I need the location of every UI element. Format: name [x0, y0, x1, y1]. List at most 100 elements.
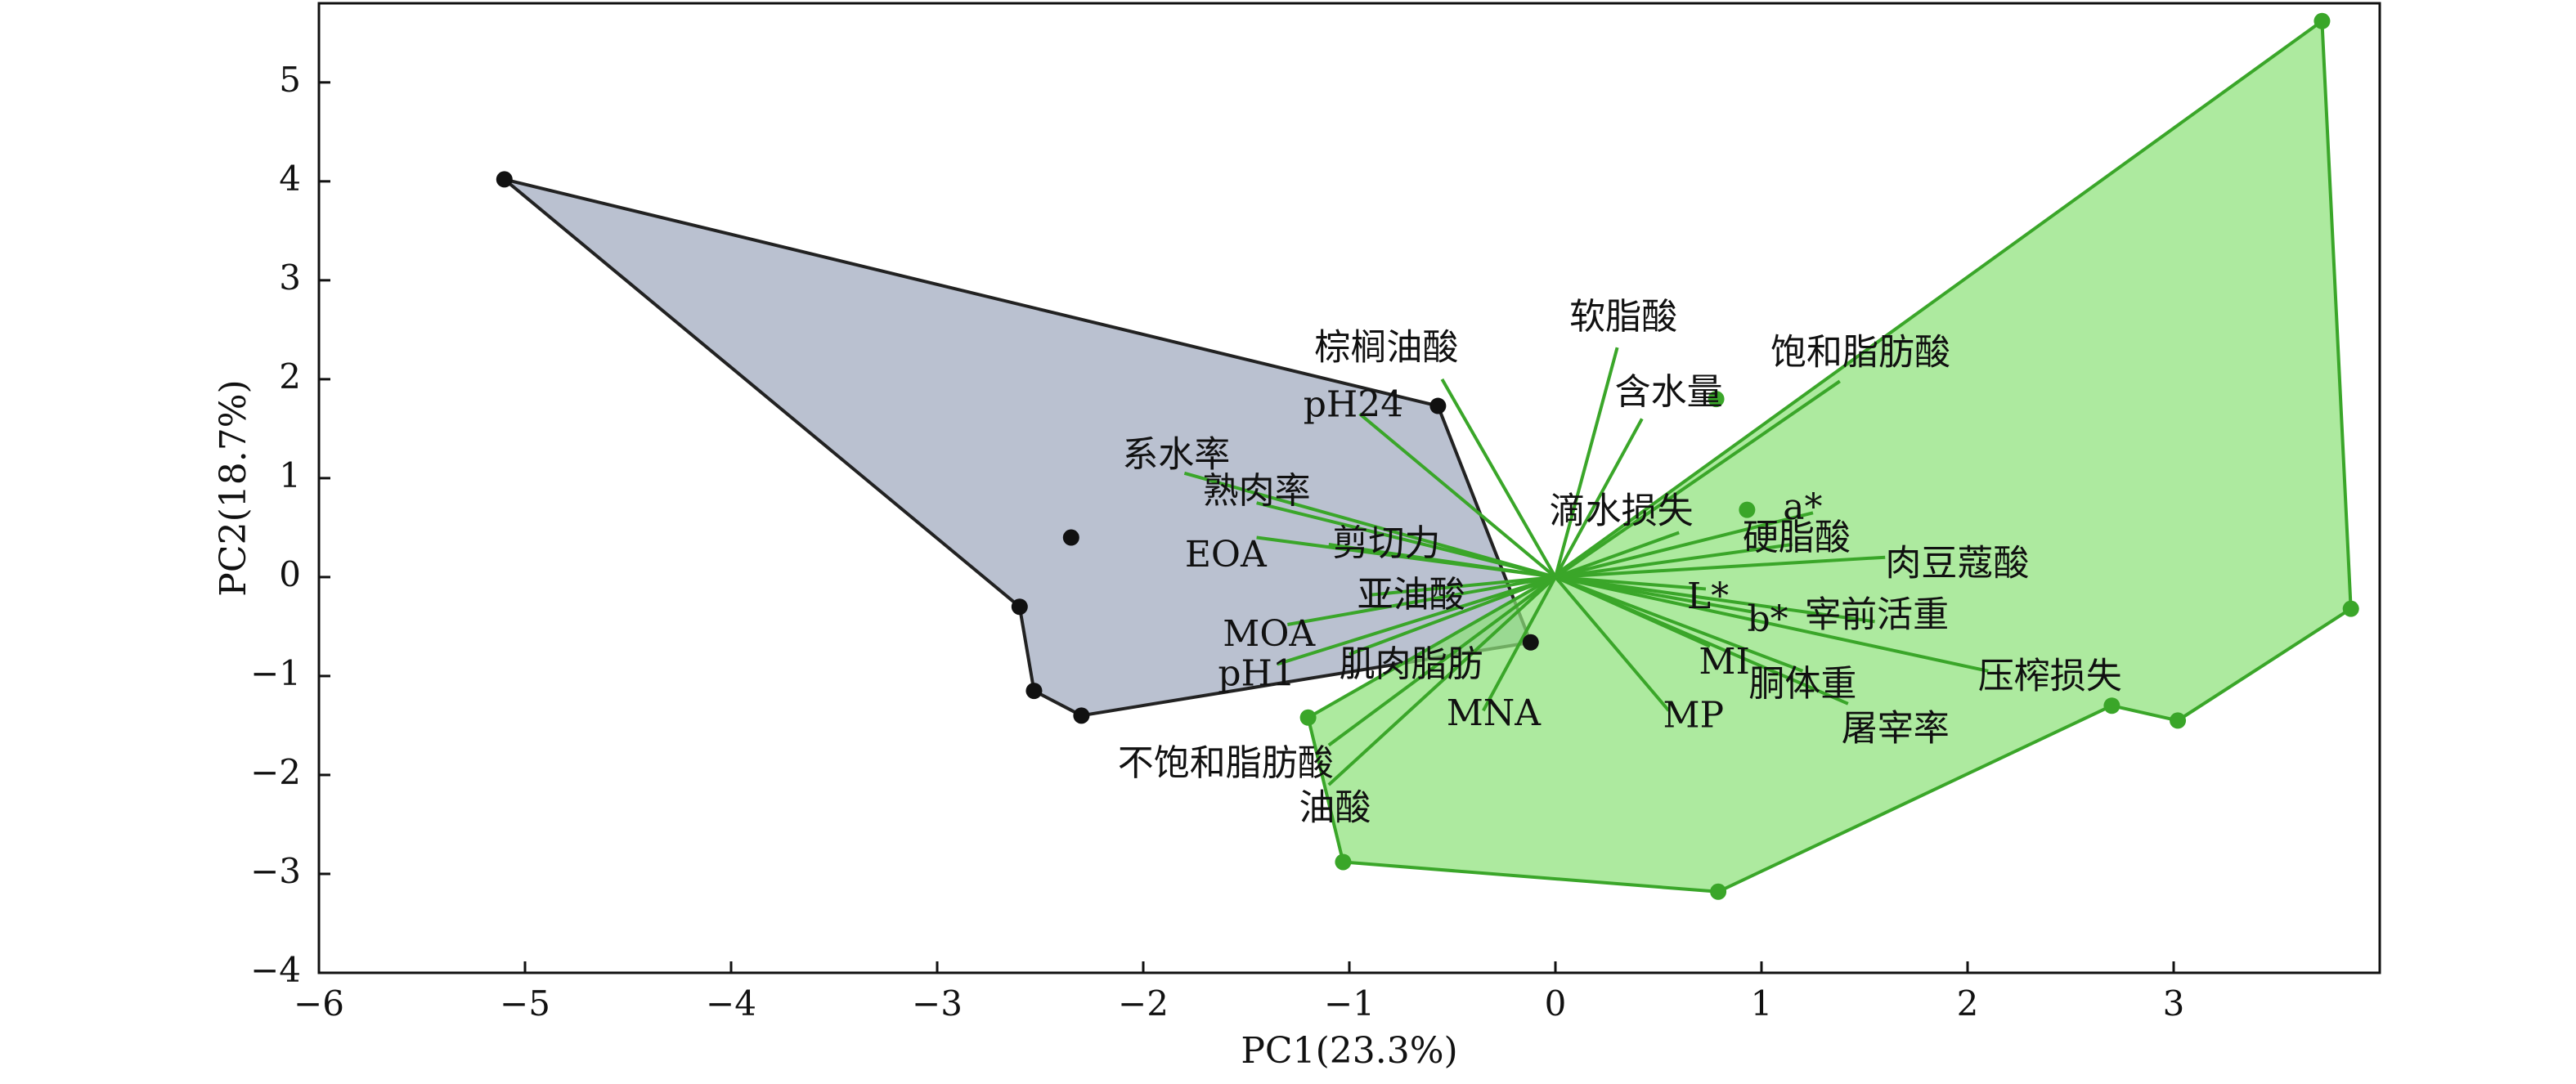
x-tick-label: −2 — [1118, 983, 1169, 1024]
group-2-point — [1710, 883, 1727, 900]
loading-label: 压榨损失 — [1978, 655, 2122, 697]
x-tick-label: −3 — [912, 983, 963, 1024]
group-2-hull — [1306, 19, 2353, 894]
loading-vector — [1256, 501, 1556, 579]
loading-vector — [1327, 576, 1557, 747]
loading-label: pH1 — [1218, 652, 1295, 694]
loading-label: 含水量 — [1615, 371, 1723, 413]
loading-vector — [1555, 531, 1680, 579]
group-1-point — [1522, 634, 1539, 651]
group-1-hull — [502, 177, 1533, 718]
loading-vector — [1287, 575, 1556, 626]
group-1-point — [496, 171, 513, 188]
y-tick-label: 2 — [279, 356, 301, 396]
group-2-point — [2103, 697, 2120, 714]
group-1-point — [1062, 529, 1079, 546]
loading-label: 滴水损失 — [1550, 490, 1694, 531]
loading-vector — [1554, 347, 1619, 578]
loading-label: MI — [1699, 641, 1749, 683]
y-tick-label: 0 — [279, 554, 301, 594]
loading-vector — [1554, 576, 1671, 712]
loading-vector — [1555, 511, 1814, 579]
x-tick-label: 2 — [1957, 983, 1979, 1024]
x-tick-label: −1 — [1324, 983, 1375, 1024]
loading-label: L* — [1687, 576, 1729, 617]
loading-label: MOA — [1223, 613, 1316, 655]
y-tick-label: 5 — [279, 60, 301, 100]
x-axis-title: PC1(23.3%) — [1241, 1030, 1457, 1072]
loading-vector — [1370, 575, 1556, 597]
loading-vector — [1555, 576, 1849, 705]
loading-label: 硬脂酸 — [1743, 517, 1851, 558]
loading-vector — [1440, 378, 1557, 578]
loading-vector — [1554, 379, 1841, 579]
loading-label: 胴体重 — [1748, 663, 1856, 705]
loading-vector — [1327, 576, 1557, 786]
loading-vector — [1555, 575, 1989, 673]
loading-vector — [1554, 418, 1644, 578]
y-tick-label: −4 — [250, 950, 301, 990]
x-tick-label: −4 — [706, 983, 756, 1024]
loading-label: 屠宰率 — [1842, 708, 1950, 750]
group-1-point — [1429, 397, 1447, 414]
group-1-point — [1011, 598, 1028, 616]
loading-vector — [1555, 576, 1804, 673]
loading-label: 软脂酸 — [1569, 296, 1677, 338]
score-point-layer — [496, 12, 2359, 900]
loading-label: MNA — [1447, 692, 1542, 734]
loading-vector — [1555, 575, 1752, 614]
loading-label: 宰前活重 — [1805, 594, 1949, 635]
axes-layer: −6 −5 −4 −3 −2 −1 0 1 2 3 −4 −3 −2 −1 0 1 2 3 4 5 — [250, 60, 2184, 1024]
loading-label: pH24 — [1304, 383, 1404, 425]
loading-vector — [1183, 471, 1556, 579]
loading-vector — [1555, 575, 1875, 624]
loading-label: MP — [1663, 694, 1725, 736]
loading-label: b* — [1747, 598, 1788, 640]
loading-label: a* — [1783, 486, 1822, 528]
loading-vector — [1555, 575, 1707, 591]
x-tick-label: 1 — [1751, 983, 1773, 1024]
loading-label: 饱和脂肪酸 — [1770, 332, 1950, 374]
loading-vector-layer — [1183, 347, 1989, 786]
loading-label: 不饱和脂肪酸 — [1118, 742, 1334, 784]
x-tick-label: −5 — [500, 983, 550, 1024]
group-1-point — [1073, 707, 1090, 724]
loading-label: 亚油酸 — [1358, 574, 1465, 616]
y-tick-label: −2 — [250, 752, 301, 792]
x-tick-label: 0 — [1545, 983, 1567, 1024]
x-tick-label: 3 — [2163, 983, 2185, 1024]
y-tick-label: 4 — [279, 159, 301, 199]
group-1-point — [1025, 683, 1043, 700]
loading-label: 熟肉率 — [1203, 470, 1311, 512]
group-2-point — [1335, 853, 1352, 871]
y-tick-label: −1 — [250, 653, 301, 693]
group-2-point — [1299, 709, 1317, 726]
group-2-point — [2313, 12, 2331, 29]
loading-label: 肌肉脂肪 — [1340, 643, 1483, 685]
loading-vector — [1358, 412, 1557, 579]
loading-label: 棕榈油酸 — [1314, 327, 1458, 369]
loading-label: 系水率 — [1122, 433, 1230, 475]
x-tick-label: −6 — [294, 983, 344, 1024]
loading-vector — [1256, 535, 1556, 579]
loading-vector — [1349, 576, 1556, 656]
loading-vector — [1482, 576, 1557, 712]
y-tick-label: −3 — [250, 851, 301, 891]
y-tick-label: 3 — [279, 258, 301, 298]
group-2-point — [1708, 391, 1725, 408]
loading-vector — [1555, 543, 1793, 579]
loading-label: 剪切力 — [1332, 522, 1440, 564]
y-axis-title: PC2(18.7%) — [213, 379, 254, 596]
loading-vector — [1277, 576, 1556, 666]
loading-label: 油酸 — [1299, 786, 1371, 828]
group-2-point — [2342, 600, 2359, 617]
group-2-point — [1739, 501, 1756, 518]
y-tick-label: 1 — [279, 455, 301, 495]
loading-vector — [1555, 555, 1886, 579]
loading-label: 肉豆蔻酸 — [1885, 542, 2029, 584]
group-2-point — [2170, 712, 2187, 729]
hull-layer — [502, 19, 2353, 894]
loading-label: EOA — [1185, 534, 1268, 576]
